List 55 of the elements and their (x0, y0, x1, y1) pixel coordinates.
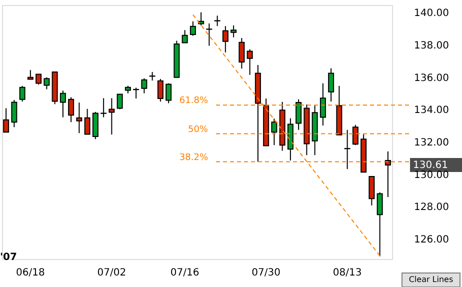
x-tick-label: 08/13 (332, 268, 362, 278)
candlestick (328, 68, 334, 102)
candlestick (36, 74, 42, 86)
candlestick (116, 94, 123, 110)
candlestick (27, 70, 34, 80)
candlestick (92, 111, 98, 140)
candlestick (222, 26, 228, 53)
candlestick (344, 129, 350, 170)
candlestick (11, 99, 18, 128)
candlestick (166, 82, 172, 104)
candlestick (68, 96, 74, 123)
candlestick (320, 82, 326, 126)
candlestick (271, 118, 278, 146)
y-tick-label: 126.00 (414, 234, 449, 246)
candlestick (157, 78, 164, 102)
x-tick-label: 07/30 (252, 268, 280, 278)
y-tick-label: 136.00 (414, 72, 449, 84)
y-tick-label: 130.00 (414, 170, 449, 181)
text: Clear Lines (408, 275, 454, 284)
candlestick (376, 192, 383, 257)
candlestick (246, 48, 253, 76)
candlestick (44, 76, 50, 90)
candlestick (352, 124, 358, 146)
candlestick (384, 150, 391, 198)
candlestick (182, 30, 188, 44)
y-tick-label: 134.00 (414, 105, 449, 116)
candlestick (76, 102, 82, 134)
candlestick (141, 78, 148, 94)
candlestick (198, 12, 204, 26)
x-tick-label: 07/02 (97, 268, 126, 278)
candlestick (19, 85, 26, 102)
candlestick (368, 176, 375, 206)
candlestick (238, 38, 245, 70)
candlestick (214, 15, 220, 27)
x-tick-label: 07/16 (170, 268, 200, 278)
candlestick (60, 90, 66, 118)
annotation: 61.8% (179, 96, 208, 106)
text: 130.61 (413, 160, 448, 172)
x-tick-label: 06/18 (16, 268, 45, 278)
y-tick-label: 138.00 (414, 40, 449, 52)
candlestick (230, 24, 237, 38)
candlestick (3, 108, 10, 133)
candlestick (190, 20, 196, 36)
annotation: 50% (188, 124, 208, 135)
y-tick-label: 128.00 (414, 202, 449, 214)
y-tick-label: 132.00 (414, 138, 449, 149)
y-tick-label: 140.00 (414, 8, 449, 20)
candlestick (296, 98, 302, 130)
annotation: '07 (0, 252, 18, 263)
candlestick (100, 98, 107, 118)
annotation: 38.2% (179, 152, 208, 163)
candlestick (108, 98, 115, 136)
candlestick (133, 87, 140, 100)
candlestick (206, 22, 212, 46)
candlestick (84, 108, 90, 135)
